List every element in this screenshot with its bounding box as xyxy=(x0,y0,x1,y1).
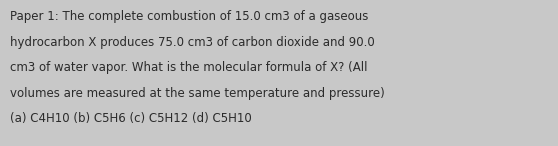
Text: cm3 of water vapor. What is the molecular formula of X? (All: cm3 of water vapor. What is the molecula… xyxy=(10,61,368,74)
Text: hydrocarbon X produces 75.0 cm3 of carbon dioxide and 90.0: hydrocarbon X produces 75.0 cm3 of carbo… xyxy=(10,36,375,49)
Text: (a) C4H10 (b) C5H6 (c) C5H12 (d) C5H10: (a) C4H10 (b) C5H6 (c) C5H12 (d) C5H10 xyxy=(10,112,252,125)
Text: volumes are measured at the same temperature and pressure): volumes are measured at the same tempera… xyxy=(10,87,385,100)
Text: Paper 1: The complete combustion of 15.0 cm3 of a gaseous: Paper 1: The complete combustion of 15.0… xyxy=(10,10,368,23)
